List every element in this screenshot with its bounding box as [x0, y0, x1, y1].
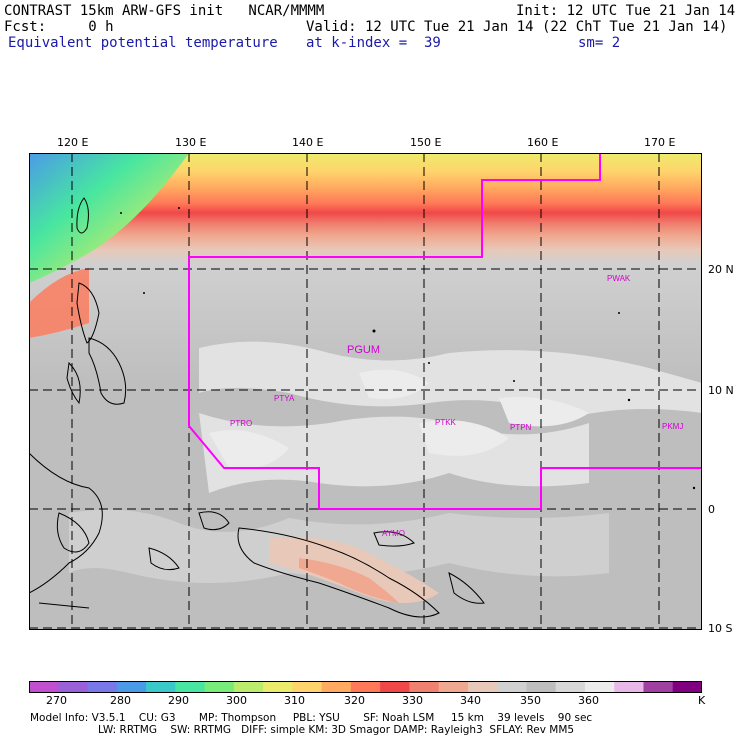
station-label: PTYA: [274, 394, 295, 403]
map-frame: [29, 153, 702, 630]
lat-label-10n: 10 N: [708, 384, 734, 397]
colorbar-cell: [321, 681, 352, 693]
colorbar-cell: [175, 681, 206, 693]
lon-label-160: 160 E: [527, 136, 559, 149]
colorbar-tick: 340: [460, 694, 481, 707]
colorbar-cell: [643, 681, 674, 693]
colorbar-cell: [526, 681, 557, 693]
lon-label-120: 120 E: [57, 136, 89, 149]
colorbar-tick: 270: [46, 694, 67, 707]
model-title: CONTRAST 15km ARW-GFS init NCAR/MMMM: [4, 3, 325, 19]
lon-label-150: 150 E: [410, 136, 442, 149]
colorbar-tick: 290: [168, 694, 189, 707]
station-label: PTPN: [510, 423, 532, 432]
colorbar-tick: 320: [344, 694, 365, 707]
station-label: AYMO: [382, 529, 405, 538]
colorbar-cell: [29, 681, 59, 693]
colorbar-cell: [116, 681, 147, 693]
lon-label-130: 130 E: [175, 136, 207, 149]
new-guinea-field: [269, 537, 439, 603]
model-info-line1: Model Info: V3.5.1 CU: G3 MP: Thompson P…: [30, 712, 593, 724]
small-islands: [120, 207, 696, 490]
colorbar-cell: [263, 681, 293, 693]
model-info-line2: LW: RRTMG SW: RRTMG DIFF: simple KM: 3D …: [98, 724, 575, 736]
colorbar-tick: 350: [520, 694, 541, 707]
colorbar-cell: [292, 681, 323, 693]
station-label: PKMJ: [662, 422, 683, 431]
lat-label-0: 0: [708, 503, 715, 516]
forecast-hour: Fcst: 0 h: [4, 19, 114, 35]
colorbar-cell: [380, 681, 410, 693]
colorbar-cell: [146, 681, 176, 693]
colorbar-cell: [87, 681, 118, 693]
colorbar-tick: 280: [110, 694, 131, 707]
station-label: PTRO: [230, 419, 252, 428]
lat-label-20n: 20 N: [708, 263, 734, 276]
region-boundary-south: [188, 425, 702, 510]
colorbar-cell: [584, 681, 615, 693]
station-label: PTKK: [435, 418, 457, 427]
colorbar-cell: [438, 681, 469, 693]
cold-region: [29, 153, 189, 283]
station-label: PWAK: [607, 274, 631, 283]
colorbar-unit: K: [698, 694, 706, 707]
k-index: at k-index = 39: [306, 35, 441, 51]
colorbar-cell: [204, 681, 235, 693]
smoothing: sm= 2: [578, 35, 621, 51]
colorbar-cell: [350, 681, 381, 693]
theta-e-map: PGUM PTYA PTRO PTKK PTPN PKMJ PWAK AYMO: [29, 153, 702, 630]
philippine-warm-patch: [29, 268, 89, 338]
colorbar-cell: [233, 681, 264, 693]
valid-time: Valid: 12 UTC Tue 21 Jan 14 (22 ChT Tue …: [306, 19, 728, 35]
colorbar-tick: 330: [402, 694, 423, 707]
region-boundary-north: [188, 153, 601, 426]
colorbar: [29, 681, 702, 693]
colorbar-cell: [672, 681, 702, 693]
colorbar-cell: [58, 681, 89, 693]
colorbar-tick: 310: [284, 694, 305, 707]
colorbar-cell: [409, 681, 440, 693]
colorbar-cell: [497, 681, 527, 693]
station-label: PGUM: [347, 344, 380, 356]
colorbar-tick: 360: [578, 694, 599, 707]
colorbar-cell: [467, 681, 498, 693]
colorbar-tick: 300: [226, 694, 247, 707]
colorbar-cell: [555, 681, 586, 693]
lon-label-140: 140 E: [292, 136, 324, 149]
lat-label-10s: 10 S: [708, 622, 733, 635]
field-name: Equivalent potential temperature: [8, 35, 278, 51]
new-guinea-warm: [299, 558, 399, 603]
init-time: Init: 12 UTC Tue 21 Jan 14: [516, 3, 736, 19]
colorbar-cell: [614, 681, 644, 693]
whitish-patches: [209, 369, 589, 469]
coastlines: [29, 197, 485, 618]
lon-label-170: 170 E: [644, 136, 676, 149]
